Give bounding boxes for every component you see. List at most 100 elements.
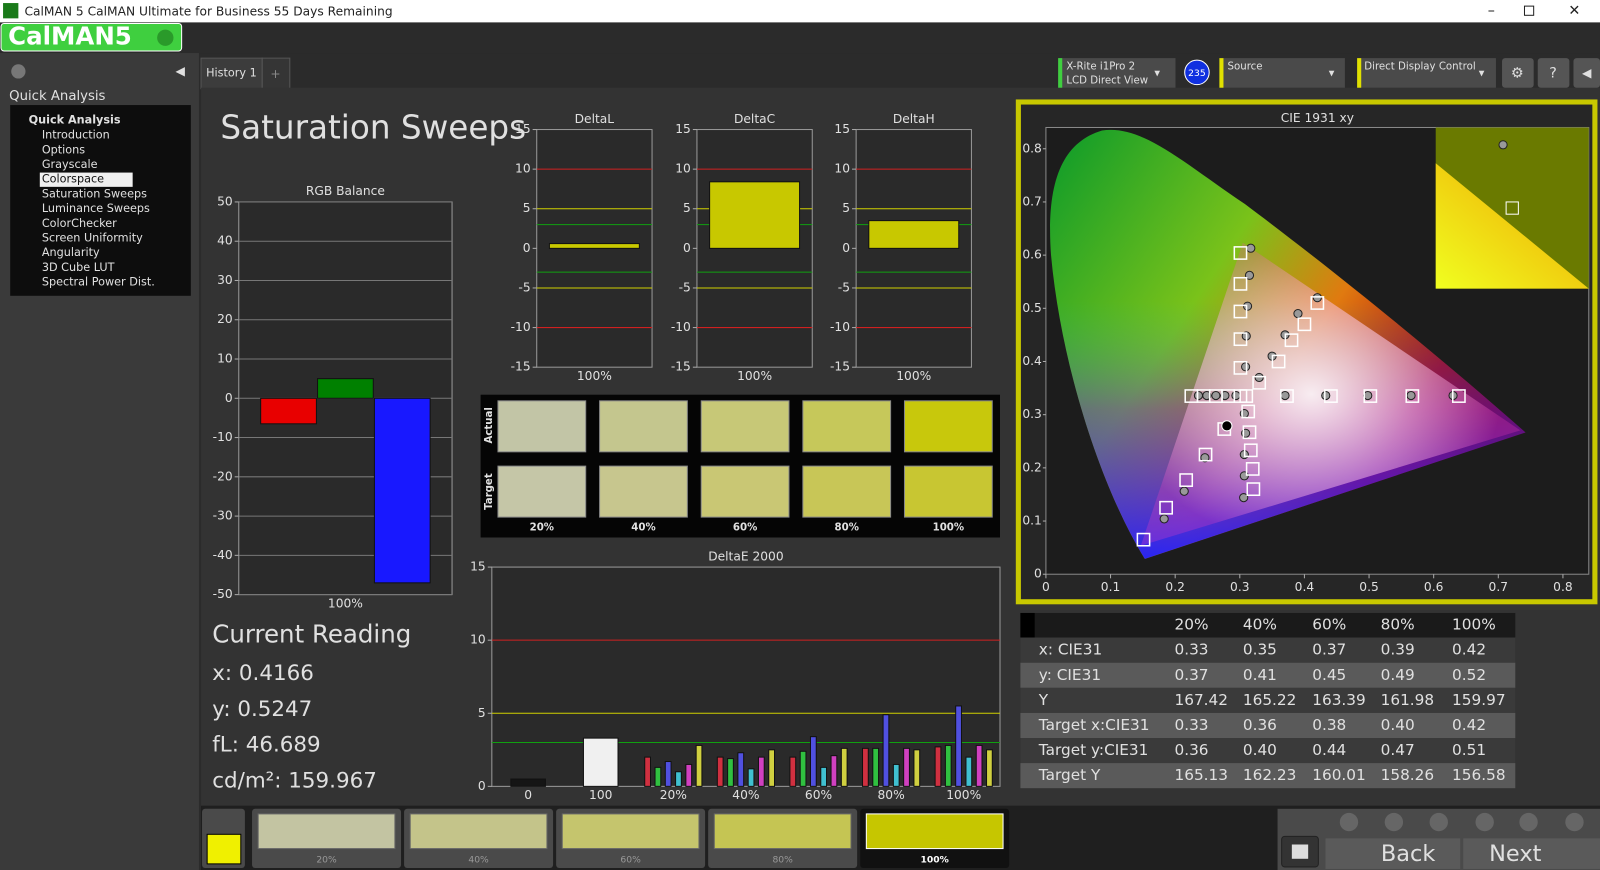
target-point [1310,296,1325,310]
tree-item[interactable]: Options [42,143,85,156]
bar [830,755,838,787]
source-dropdown[interactable]: ▾ [1329,66,1335,79]
tab-add[interactable] [261,57,291,90]
target-point [1242,425,1257,440]
y-tick-label: 10 [470,633,486,647]
y-tick-label: 20 [217,312,233,326]
meter-badge[interactable] [1184,59,1210,86]
tree-root[interactable]: Quick Analysis [29,113,121,126]
back-button[interactable] [1325,838,1461,869]
next-button[interactable] [1463,838,1600,869]
maximize-button[interactable] [1523,5,1535,16]
y-tick-label: -40 [213,548,233,562]
bar [862,747,869,787]
tree-item[interactable]: Spectral Power Dist. [42,276,155,289]
y-tick-label: 0 [1034,567,1042,581]
display-control-dropdown[interactable]: ▾ [1479,66,1485,79]
logo-button[interactable] [0,22,183,52]
play-button[interactable] [1384,812,1404,832]
bar [716,756,724,787]
bar [903,747,910,787]
current-color [206,833,242,865]
table-cell: 0.37 [1312,641,1346,659]
help-button[interactable] [1537,58,1570,88]
tree-item[interactable]: 3D Cube LUT [42,261,115,274]
meter-dropdown[interactable]: ▾ [1154,66,1160,79]
close-button[interactable]: ✕ [1568,3,1580,19]
measured-point [1312,293,1322,303]
loop-button[interactable] [1475,812,1494,832]
target-swatch [599,465,688,518]
sidebar-collapse[interactable]: ◀ [176,64,186,78]
y-tick-label: -10 [671,320,691,334]
meter-box[interactable] [1058,58,1176,88]
meter-name: X-Rite i1Pro 2 [1066,61,1135,72]
tree-panel [10,105,191,296]
tab-add-label[interactable]: + [270,67,280,81]
tree-item[interactable]: Angularity [42,246,100,259]
tab[interactable] [200,57,263,90]
measure-button[interactable] [1429,812,1448,832]
tree-item[interactable]: Grayscale [42,158,98,171]
tree-item[interactable]: Screen Uniformity [42,231,143,244]
y-tick-label: 0.5 [1022,301,1041,315]
chart-title: DeltaL [575,112,615,126]
bar [510,778,546,787]
meter-mode: LCD Direct View [1066,76,1148,87]
pause-button[interactable] [1339,812,1359,832]
table-cell: 156.58 [1452,766,1506,784]
bar [757,756,765,787]
tree-item[interactable]: Colorspace [42,173,104,186]
table-row-label: Y [1038,691,1049,709]
bar [747,768,755,787]
x-tick-label: 0.6 [1424,580,1444,594]
target-point [1239,389,1254,403]
tree-item-highlight [39,172,133,187]
minimize-button[interactable]: – [1488,3,1495,19]
reading-line: y: 0.5247 [212,697,312,722]
y-tick-label: 5 [523,201,531,215]
settings-button[interactable] [1502,58,1534,88]
table-cell: 0.40 [1381,716,1415,734]
target-point [1363,389,1378,403]
refresh-button[interactable] [1519,812,1538,832]
swatch-label: 60% [733,522,757,533]
target-point [1233,332,1248,347]
tree-item[interactable]: ColorChecker [42,217,117,230]
source-indicator [1219,58,1224,88]
y-tick-label: -50 [213,587,233,601]
step-label: 60% [620,854,641,865]
y-tick-label: 30 [217,273,233,287]
bar [317,378,374,399]
y-tick-label: 0.6 [1022,248,1042,262]
table-corner [1020,612,1035,638]
target-point [1243,443,1258,458]
table-header-bg [1020,612,1516,638]
sidebar-pin[interactable] [11,64,26,79]
logo-dropdown[interactable] [157,29,174,46]
bar [799,750,807,787]
x-tick-label: 40% [732,788,759,802]
gamut-triangle-white [1140,242,1521,546]
table-cell: 0.39 [1381,641,1415,659]
target-point [1451,389,1466,403]
x-tick-label: 0 [1042,580,1050,594]
tree-item[interactable]: Saturation Sweeps [42,187,147,200]
display-control-box[interactable] [1357,58,1496,88]
x-tick-label: 0.4 [1295,580,1315,594]
confirm-button[interactable] [1565,812,1584,832]
source-box[interactable] [1219,58,1345,88]
panel-toggle[interactable] [1573,58,1600,88]
tree-item[interactable]: Luminance Sweeps [42,202,150,215]
y-tick-label: 0 [523,241,531,255]
measured-point [1220,390,1230,401]
target-point [1159,500,1174,515]
table-row-label: Target Y [1038,766,1101,784]
tab-label[interactable]: History 1 [206,66,257,79]
table-cell: 165.22 [1243,691,1297,709]
tree-item[interactable]: Introduction [42,129,110,142]
table-header: 20% [1174,616,1208,634]
y-tick-label: 5 [478,706,486,720]
plot-frame [491,566,1001,787]
